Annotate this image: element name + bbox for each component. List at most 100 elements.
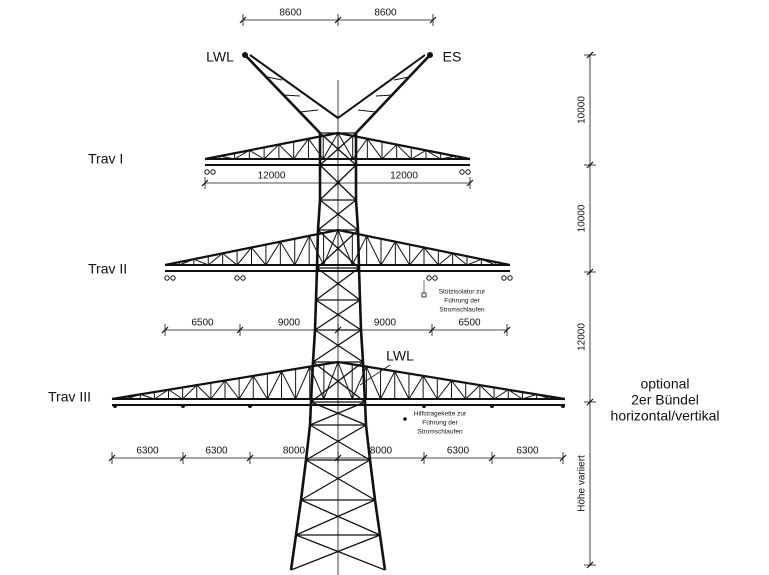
arm-member — [466, 258, 482, 266]
tower-leg — [304, 424, 312, 461]
tower-leg — [364, 424, 372, 461]
arm-member — [337, 132, 354, 160]
note: Hilfstragekette zur — [414, 411, 467, 418]
insulator — [459, 169, 465, 175]
dimension-tick — [586, 161, 594, 169]
tower-leg — [357, 267, 362, 301]
bracing — [319, 199, 359, 231]
peak-bracing — [375, 94, 394, 97]
crossarm-name: Trav I — [88, 151, 123, 167]
dimension-tick — [420, 454, 428, 462]
note: Führung der — [422, 420, 458, 427]
arm-member — [440, 155, 456, 160]
arm-member — [507, 389, 523, 400]
arm-member — [394, 241, 411, 266]
arm-member — [293, 138, 309, 160]
arm-member — [140, 393, 155, 400]
tower-leg — [289, 534, 298, 571]
arm-member — [266, 371, 282, 400]
note: 2er Bündel — [631, 392, 699, 408]
tower-leg — [356, 229, 361, 269]
arm-member — [423, 247, 439, 266]
insulator — [490, 404, 494, 408]
arm-member — [380, 371, 396, 400]
dimension-tick — [179, 454, 187, 462]
arm-member — [222, 252, 238, 266]
insulator — [422, 404, 426, 408]
insulator — [181, 404, 185, 408]
arm-member — [438, 252, 453, 266]
peak-point — [242, 52, 248, 58]
bracing — [314, 299, 361, 331]
note: Stromschlaufen — [417, 429, 463, 436]
arm-member — [351, 235, 368, 266]
dimension-tick — [161, 326, 169, 334]
insulator — [432, 275, 438, 281]
arm-member — [219, 155, 235, 160]
dimension-tick — [239, 16, 247, 24]
arm-member — [154, 389, 169, 400]
insulator — [465, 169, 471, 175]
dimension-label: 10000 — [577, 204, 588, 232]
tower-leg — [358, 299, 363, 331]
note: horizontal/vertikal — [611, 408, 720, 424]
arm-member — [281, 371, 297, 400]
dimension-label: Höhe variiert — [577, 455, 588, 512]
bracing — [305, 459, 376, 501]
arm-member — [294, 235, 310, 266]
label: LWL — [386, 348, 414, 364]
bracing — [309, 424, 371, 461]
dimension-tick — [466, 179, 474, 187]
arm-member — [366, 138, 383, 160]
bracing — [317, 199, 357, 231]
peak-bracing — [282, 94, 301, 97]
dimension-label: 6300 — [136, 446, 159, 457]
insulator — [561, 404, 565, 408]
dimension-label: 6500 — [191, 318, 214, 329]
arm-member — [168, 389, 183, 400]
arm-member — [493, 389, 509, 400]
arm-member — [409, 247, 425, 266]
arm-top-chord — [204, 131, 339, 161]
leader — [359, 364, 391, 386]
arm-member — [337, 229, 353, 266]
arm-member — [396, 144, 412, 160]
tower-leg — [368, 459, 377, 501]
arm-member — [125, 393, 141, 400]
dimension-label: 6300 — [205, 446, 228, 457]
arm-member — [455, 155, 471, 160]
dimension-tick — [201, 179, 209, 187]
arm-member — [422, 375, 438, 400]
arm-member — [249, 149, 265, 160]
peak-arm — [249, 54, 339, 119]
insulator — [113, 404, 117, 408]
bracing — [305, 424, 367, 461]
tower-leg — [311, 329, 317, 363]
dimension-label: 12000 — [390, 171, 418, 182]
arm-member — [295, 366, 311, 400]
arm-member — [322, 132, 339, 160]
peak-bracing — [299, 109, 319, 113]
tower-leg — [309, 361, 315, 403]
note: Stützisolator zur — [439, 289, 486, 296]
arm-member — [308, 235, 325, 266]
dimension-tick — [488, 454, 496, 462]
arm-member — [436, 380, 452, 400]
dimension-tick — [334, 179, 342, 187]
arm-member — [182, 384, 198, 400]
tower-leg — [299, 459, 308, 501]
dimension-tick — [334, 16, 342, 24]
arm-member — [479, 384, 495, 400]
insulator — [164, 275, 170, 281]
arm-member — [207, 252, 223, 266]
dimension-tick — [428, 326, 436, 334]
peak-bracing — [393, 76, 410, 81]
insulator — [204, 169, 210, 175]
dimension-label: 6500 — [458, 318, 481, 329]
arm-member — [278, 144, 295, 160]
insulator — [210, 169, 216, 175]
arm-member — [411, 149, 427, 160]
dimension-label: 8600 — [374, 8, 397, 19]
arm-member — [425, 149, 441, 160]
